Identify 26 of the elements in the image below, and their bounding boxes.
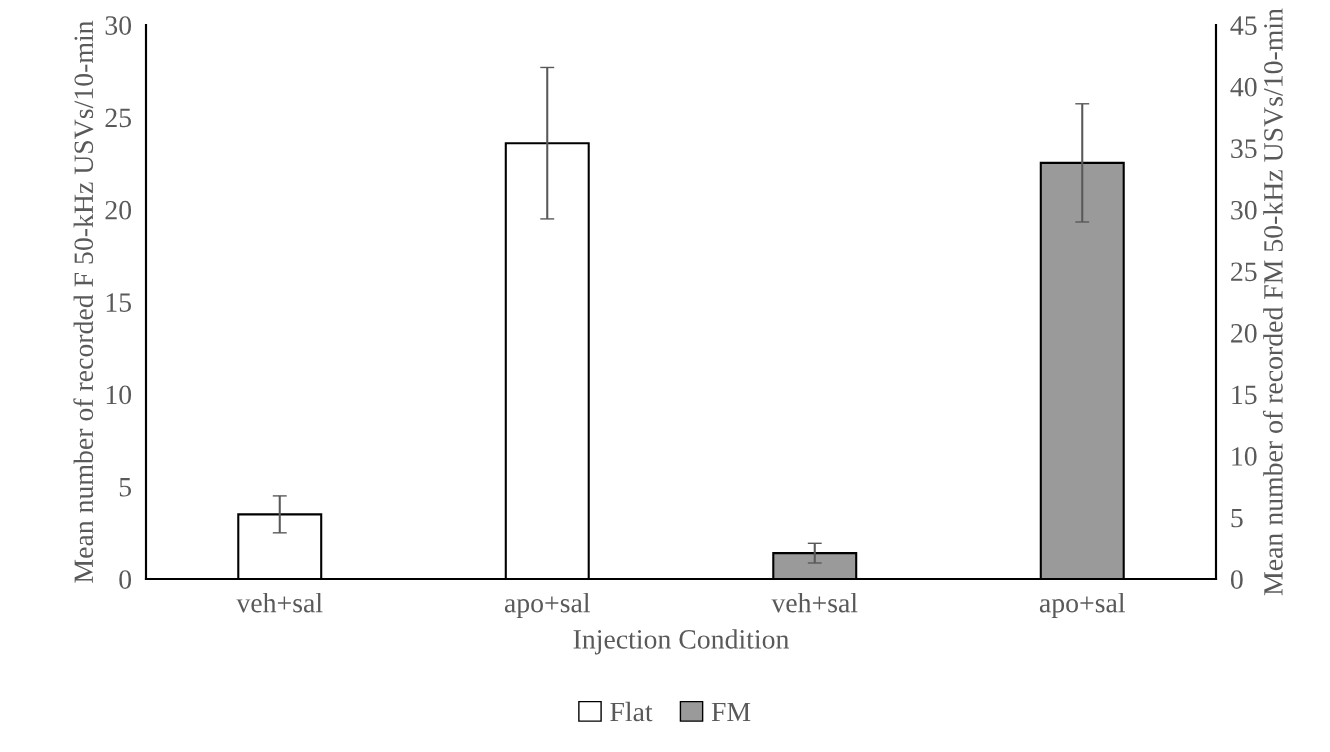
legend-label: FM [711, 702, 751, 722]
y2-tick-label: 0 [1230, 570, 1243, 589]
y-axis-title: Mean number of recorded F 50-kHz USVs/10-min [73, 20, 94, 583]
y2-tick-label: 25 [1231, 262, 1257, 282]
x-tick-label: veh+sal [771, 592, 858, 613]
x-tick-label: veh+sal [236, 592, 323, 613]
y2-tick-label: 10 [1232, 447, 1257, 466]
x-axis-title: Injection Condition [573, 629, 789, 655]
y2-tick-label: 45 [1230, 16, 1257, 35]
y-tick-label: 10 [106, 385, 132, 405]
y2-tick-label: 35 [1231, 139, 1257, 159]
y-tick-label: 30 [105, 16, 132, 35]
x-tick-label: apo+sal [1039, 592, 1126, 619]
y-tick-label: 5 [119, 478, 132, 497]
y2-tick-label: 5 [1231, 508, 1243, 528]
x-tick-label: apo+sal [504, 592, 591, 619]
y-tick-label: 15 [106, 293, 132, 312]
y-tick-label: 25 [105, 108, 132, 128]
y2-tick-label: 30 [1231, 200, 1257, 220]
y2-axis-title: Mean number of recorded FM 50-kHz USVs/10-min [1262, 8, 1283, 596]
y-tick-label: 0 [119, 570, 132, 589]
y2-tick-label: 20 [1231, 323, 1257, 343]
legend-label: Flat [610, 701, 653, 722]
y2-tick-label: 40 [1230, 77, 1257, 97]
y2-tick-label: 15 [1232, 385, 1257, 405]
y-tick-label: 20 [105, 200, 132, 220]
